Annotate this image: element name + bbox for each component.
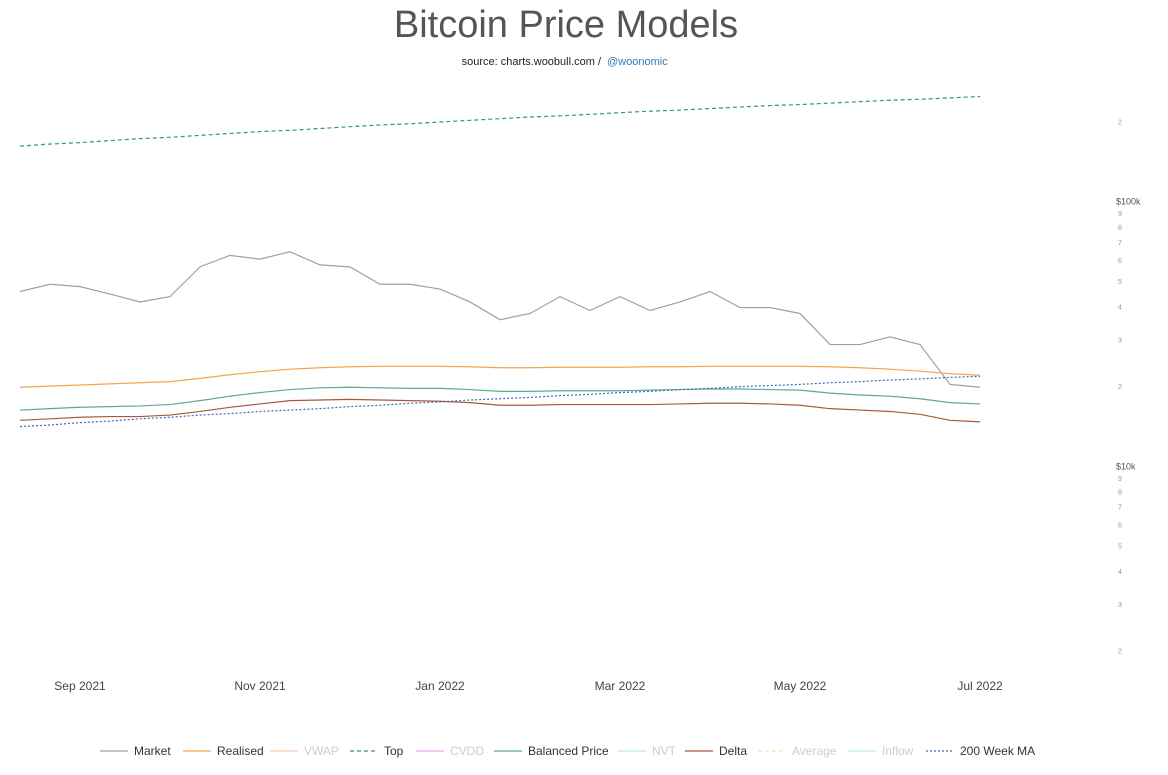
y-tick-label: 3 xyxy=(1118,337,1122,344)
y-tick-label: 2 xyxy=(1118,384,1122,391)
x-tick-label: Jul 2022 xyxy=(957,679,1003,693)
y-tick-label: $100k xyxy=(1116,197,1141,207)
legend-label: Delta xyxy=(719,744,747,758)
legend-label: CVDD xyxy=(450,744,484,758)
subtitle-link[interactable]: @woonomic xyxy=(607,56,668,68)
legend-label: Market xyxy=(134,744,171,758)
y-tick-label: 6 xyxy=(1118,258,1122,265)
legend-label: VWAP xyxy=(304,744,339,758)
series-line xyxy=(19,95,981,147)
legend-label: Inflow xyxy=(882,744,914,758)
chart-subtitle: source: charts.woobull.com / xyxy=(462,56,602,68)
series-line xyxy=(19,398,981,423)
y-tick-label: 9 xyxy=(1118,211,1122,218)
y-tick-label: 2 xyxy=(1118,649,1122,656)
y-tick-label: 8 xyxy=(1118,489,1122,496)
y-tick-label: $10k xyxy=(1116,461,1136,471)
legend-label: 200 Week MA xyxy=(960,744,1035,758)
series-line xyxy=(19,365,981,388)
legend-label: Realised xyxy=(217,744,264,758)
x-tick-label: Nov 2021 xyxy=(234,679,286,693)
y-tick-label: 9 xyxy=(1118,476,1122,483)
y-tick-label: 6 xyxy=(1118,522,1122,529)
y-tick-label: 2 xyxy=(1118,119,1122,126)
y-tick-label: 3 xyxy=(1118,602,1122,609)
legend-label: Balanced Price xyxy=(528,744,609,758)
series-line xyxy=(19,251,981,388)
y-tick-label: 8 xyxy=(1118,225,1122,232)
x-tick-label: May 2022 xyxy=(774,679,827,693)
x-tick-label: Mar 2022 xyxy=(595,679,646,693)
series-line xyxy=(19,386,981,411)
y-tick-label: 7 xyxy=(1118,505,1122,512)
legend-label: Top xyxy=(384,744,404,758)
legend-label: NVT xyxy=(652,744,677,758)
y-tick-label: 4 xyxy=(1118,569,1122,576)
y-tick-label: 4 xyxy=(1118,304,1122,311)
y-tick-label: 7 xyxy=(1118,240,1122,247)
x-tick-label: Sep 2021 xyxy=(54,679,106,693)
y-tick-label: 5 xyxy=(1118,279,1122,286)
legend-label: Average xyxy=(792,744,837,758)
x-tick-label: Jan 2022 xyxy=(415,679,465,693)
chart-title: Bitcoin Price Models xyxy=(394,4,738,46)
series-line xyxy=(19,375,981,428)
y-tick-label: 5 xyxy=(1118,543,1122,550)
